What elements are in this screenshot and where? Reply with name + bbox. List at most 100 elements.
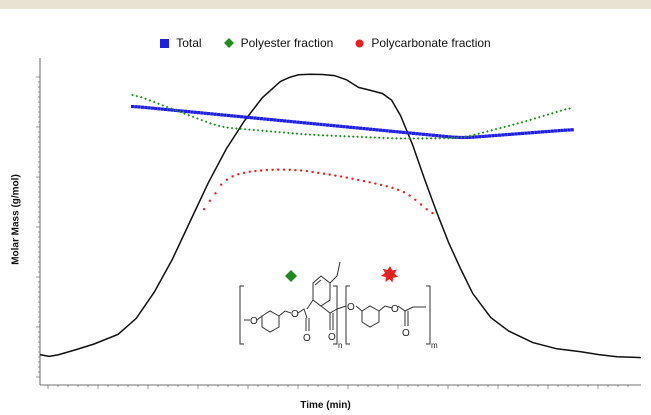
data-point	[447, 136, 450, 140]
data-point	[292, 120, 297, 124]
data-point	[521, 131, 525, 136]
data-point	[517, 132, 521, 136]
data-point	[322, 123, 326, 127]
data-point	[481, 131, 485, 134]
data-point	[527, 131, 531, 135]
data-point	[183, 109, 188, 113]
data-point	[203, 111, 207, 115]
data-point	[431, 133, 435, 137]
oxygen-label: O	[303, 333, 311, 344]
data-point	[334, 134, 338, 138]
data-point	[455, 136, 459, 140]
data-point	[516, 122, 519, 125]
data-point	[299, 169, 303, 172]
data-point	[525, 119, 528, 123]
data-point	[352, 126, 356, 130]
data-point	[167, 108, 171, 112]
data-point	[442, 136, 446, 140]
data-point	[444, 134, 449, 139]
carbonyl-double-bond	[329, 313, 334, 330]
data-point	[484, 134, 488, 138]
data-point	[411, 131, 416, 135]
data-point	[419, 203, 423, 206]
data-point	[408, 137, 411, 140]
data-point	[438, 136, 442, 140]
data-point	[317, 171, 320, 175]
data-point	[550, 111, 554, 115]
data-point	[279, 119, 283, 123]
series-total	[130, 104, 574, 140]
data-point	[345, 176, 349, 179]
data-point	[164, 107, 168, 112]
data-point	[252, 128, 256, 132]
data-point	[421, 137, 424, 140]
bracket-left-2	[345, 285, 350, 345]
data-point	[226, 113, 231, 118]
data-point	[570, 128, 574, 132]
data-point	[362, 179, 366, 183]
data-point	[282, 168, 286, 171]
data-point	[147, 106, 151, 110]
data-point	[276, 118, 280, 122]
data-point	[304, 133, 307, 136]
data-point	[265, 168, 269, 172]
data-point	[412, 137, 416, 140]
data-point	[321, 134, 325, 137]
data-point	[302, 121, 307, 125]
data-point	[230, 114, 234, 118]
data-point	[369, 136, 372, 139]
data-point	[434, 136, 437, 140]
data-point	[144, 97, 147, 101]
data-point	[402, 130, 406, 135]
data-point	[328, 173, 331, 176]
x-axis-label: Time (min)	[300, 400, 351, 411]
concentration-trace-line	[39, 73, 642, 359]
data-point	[357, 178, 360, 182]
data-point	[200, 111, 204, 115]
data-point	[246, 115, 250, 120]
data-point	[237, 173, 240, 176]
data-point	[243, 115, 247, 119]
data-point	[306, 121, 310, 125]
bond	[355, 305, 363, 312]
cyclohexane-ring	[261, 310, 280, 333]
data-point	[491, 134, 495, 138]
carbonyl-double-bond	[404, 311, 409, 326]
data-point	[174, 108, 178, 112]
data-point	[511, 132, 515, 136]
data-point	[204, 120, 208, 124]
data-point	[390, 136, 394, 140]
data-point	[559, 109, 563, 112]
data-point	[554, 129, 558, 133]
data-point	[546, 113, 550, 116]
data-point	[226, 126, 230, 129]
data-point	[550, 129, 554, 133]
data-point	[223, 113, 227, 117]
data-point	[421, 132, 426, 136]
data-point	[200, 118, 204, 122]
data-point	[165, 105, 169, 109]
data-point	[567, 128, 571, 132]
data-point	[396, 188, 400, 192]
data-point	[464, 135, 468, 138]
data-point	[150, 106, 154, 110]
data-point	[382, 136, 385, 140]
methyl-bond	[329, 261, 341, 284]
data-point	[154, 106, 158, 111]
data-point	[557, 129, 561, 133]
data-point	[530, 131, 535, 135]
cyclohexene-ring	[312, 275, 331, 307]
data-point	[379, 183, 383, 187]
data-point	[416, 137, 420, 140]
data-point	[170, 108, 174, 112]
data-point	[202, 207, 206, 211]
cyclohexane-ring-2	[361, 305, 380, 328]
x-ticks	[47, 385, 629, 389]
data-point	[347, 135, 351, 138]
data-point	[239, 127, 243, 131]
data-point	[373, 136, 377, 139]
data-point	[372, 127, 376, 132]
axes	[36, 58, 641, 389]
data-point	[157, 107, 161, 111]
data-point	[263, 117, 267, 121]
